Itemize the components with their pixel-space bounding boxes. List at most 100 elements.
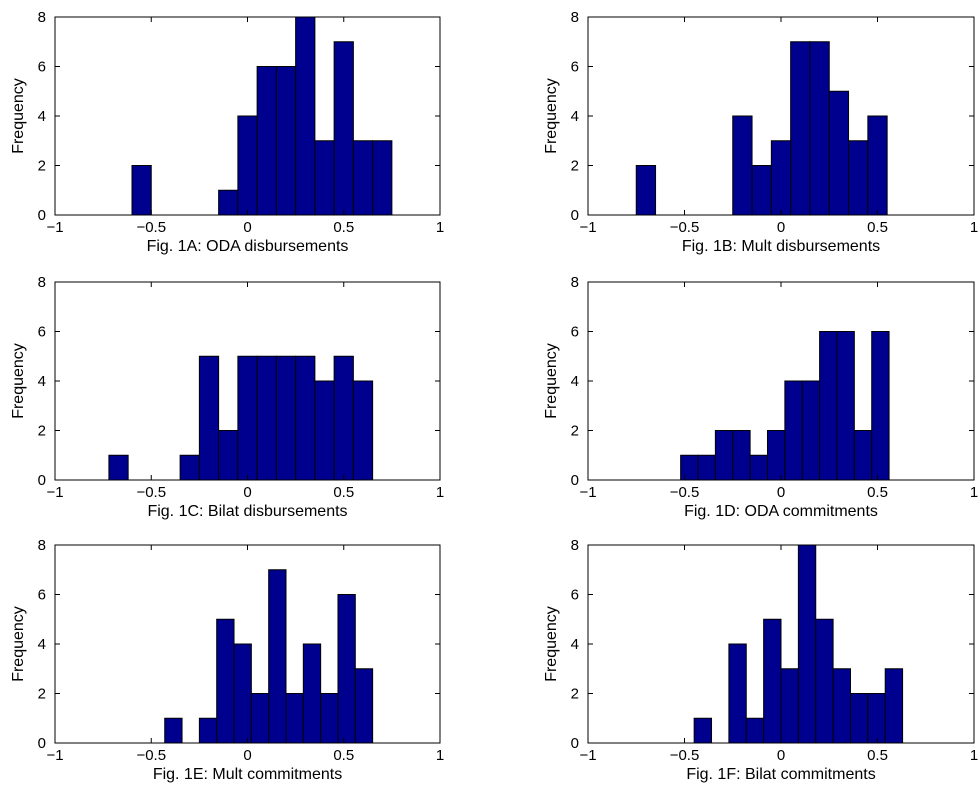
y-tick-label-e-4: 8 bbox=[38, 537, 46, 554]
bar-a-3 bbox=[256, 66, 277, 216]
bar-e-5 bbox=[268, 569, 287, 744]
y-tick-label-d-3: 6 bbox=[571, 324, 579, 341]
y-tick-label-e-2: 4 bbox=[38, 636, 46, 653]
bar-e-8 bbox=[320, 693, 339, 744]
bar-b-7 bbox=[848, 140, 869, 216]
y-tick-label-e-3: 6 bbox=[38, 587, 46, 604]
bar-d-8 bbox=[819, 331, 838, 481]
x-tick-label-c-1: −0.5 bbox=[136, 484, 166, 501]
bar-e-2 bbox=[216, 618, 235, 744]
y-axis-label-a: Frequency bbox=[10, 78, 27, 154]
bar-a-4 bbox=[275, 66, 297, 216]
y-tick-label-a-4: 8 bbox=[38, 9, 46, 26]
x-tick-label-f-4: 1 bbox=[970, 747, 978, 764]
histogram-c: −1 −0.5 0 0.5 1 0 2 4 6 8 Frequency Fig. 1C: Bilat … bbox=[10, 274, 444, 520]
bar-d-9 bbox=[836, 331, 855, 481]
x-tick-label-d-1: −0.5 bbox=[670, 484, 700, 501]
x-tick-label-e-3: 0.5 bbox=[333, 747, 354, 764]
bar-f-4 bbox=[780, 668, 799, 744]
x-axis-label-f: Fig. 1F: Bilat commitments bbox=[686, 766, 875, 783]
bar-e-10 bbox=[354, 668, 374, 744]
y-tick-label-a-2: 4 bbox=[38, 108, 46, 125]
x-tick-label-b-2: 0 bbox=[777, 219, 785, 236]
y-tick-label-b-2: 4 bbox=[571, 108, 579, 125]
bar-f-8 bbox=[849, 693, 869, 744]
x-tick-label-b-0: −1 bbox=[579, 219, 596, 236]
x-axis-label-d: Fig. 1D: ODA commitments bbox=[684, 503, 878, 520]
bar-a-6 bbox=[314, 140, 335, 216]
bar-f-10 bbox=[884, 668, 904, 744]
bar-a-5 bbox=[295, 16, 316, 216]
bar-a-1 bbox=[218, 189, 239, 216]
bar-c-3 bbox=[218, 430, 239, 481]
y-tick-label-b-4: 8 bbox=[571, 9, 579, 26]
y-axis-label-b: Frequency bbox=[543, 78, 560, 154]
histogram-b: −1 −0.5 0 0.5 1 0 2 4 6 8 Frequency Fig. 1B: Mult d… bbox=[543, 9, 978, 255]
bar-c-9 bbox=[333, 355, 354, 481]
bar-f-5 bbox=[797, 544, 817, 744]
bar-c-1 bbox=[179, 454, 200, 481]
x-axis-label-a: Fig. 1A: ODA disbursements bbox=[147, 238, 349, 255]
bar-a-8 bbox=[352, 140, 374, 216]
x-tick-label-a-3: 0.5 bbox=[333, 219, 354, 236]
x-tick-label-a-1: −0.5 bbox=[136, 219, 166, 236]
bar-a-0 bbox=[131, 165, 152, 216]
x-tick-label-e-1: −0.5 bbox=[136, 747, 166, 764]
bar-e-0 bbox=[164, 717, 183, 744]
bar-e-6 bbox=[285, 693, 304, 744]
bar-c-7 bbox=[295, 355, 316, 481]
x-axis-label-c: Fig. 1C: Bilat disbursements bbox=[147, 503, 347, 520]
bar-a-7 bbox=[333, 41, 354, 216]
x-tick-label-a-2: 0 bbox=[243, 219, 251, 236]
x-tick-label-d-0: −1 bbox=[579, 484, 596, 501]
histogram-f: −1 −0.5 0 0.5 1 0 2 4 6 8 Frequency Fig. 1F: Bilat … bbox=[543, 537, 978, 783]
bar-f-3 bbox=[763, 618, 782, 744]
bar-d-2 bbox=[714, 430, 734, 481]
y-tick-label-c-3: 6 bbox=[38, 324, 46, 341]
histogram-d: −1 −0.5 0 0.5 1 0 2 4 6 8 Frequency Fig. 1D: ODA co… bbox=[543, 274, 978, 520]
bar-c-10 bbox=[352, 380, 374, 481]
x-tick-label-d-4: 1 bbox=[970, 484, 978, 501]
bar-b-6 bbox=[828, 90, 850, 216]
bar-f-7 bbox=[832, 668, 851, 744]
x-tick-label-c-2: 0 bbox=[243, 484, 251, 501]
bar-d-0 bbox=[680, 454, 699, 481]
bar-f-9 bbox=[867, 693, 886, 744]
y-tick-label-e-0: 0 bbox=[38, 735, 46, 752]
x-tick-label-e-2: 0 bbox=[243, 747, 251, 764]
bar-e-3 bbox=[233, 643, 252, 744]
bar-f-2 bbox=[745, 717, 765, 744]
x-tick-label-c-0: −1 bbox=[46, 484, 63, 501]
y-tick-label-f-2: 4 bbox=[571, 636, 579, 653]
y-axis-label-c: Frequency bbox=[10, 343, 27, 419]
x-tick-label-f-0: −1 bbox=[579, 747, 596, 764]
x-tick-label-a-0: −1 bbox=[46, 219, 63, 236]
histogram-a: −1 −0.5 0 0.5 1 0 2 4 6 8 Frequency Fig. 1A: ODA di… bbox=[10, 9, 444, 255]
bar-b-4 bbox=[790, 41, 811, 216]
bar-a-9 bbox=[372, 140, 393, 216]
bar-f-6 bbox=[815, 618, 834, 744]
y-tick-label-c-0: 0 bbox=[38, 472, 46, 489]
y-tick-label-d-2: 4 bbox=[571, 373, 579, 390]
x-tick-label-a-4: 1 bbox=[436, 219, 444, 236]
y-tick-label-d-4: 8 bbox=[571, 274, 579, 291]
bar-c-8 bbox=[314, 380, 335, 481]
bar-c-6 bbox=[275, 355, 297, 481]
bar-e-1 bbox=[198, 717, 218, 744]
bar-a-2 bbox=[237, 115, 258, 216]
x-tick-label-d-3: 0.5 bbox=[867, 484, 888, 501]
y-tick-label-f-3: 6 bbox=[571, 587, 579, 604]
y-tick-label-a-3: 6 bbox=[38, 59, 46, 76]
y-axis-label-f: Frequency bbox=[543, 606, 560, 682]
y-tick-label-f-4: 8 bbox=[571, 537, 579, 554]
x-axis-label-e: Fig. 1E: Mult commitments bbox=[153, 766, 342, 783]
y-axis-label-d: Frequency bbox=[543, 343, 560, 419]
bar-b-2 bbox=[751, 165, 772, 216]
y-tick-label-a-1: 2 bbox=[38, 158, 46, 175]
bar-d-10 bbox=[853, 430, 873, 481]
bar-b-3 bbox=[770, 140, 792, 216]
bar-d-6 bbox=[784, 380, 803, 481]
x-tick-label-c-4: 1 bbox=[436, 484, 444, 501]
bar-d-5 bbox=[766, 430, 786, 481]
bar-b-8 bbox=[867, 115, 888, 216]
